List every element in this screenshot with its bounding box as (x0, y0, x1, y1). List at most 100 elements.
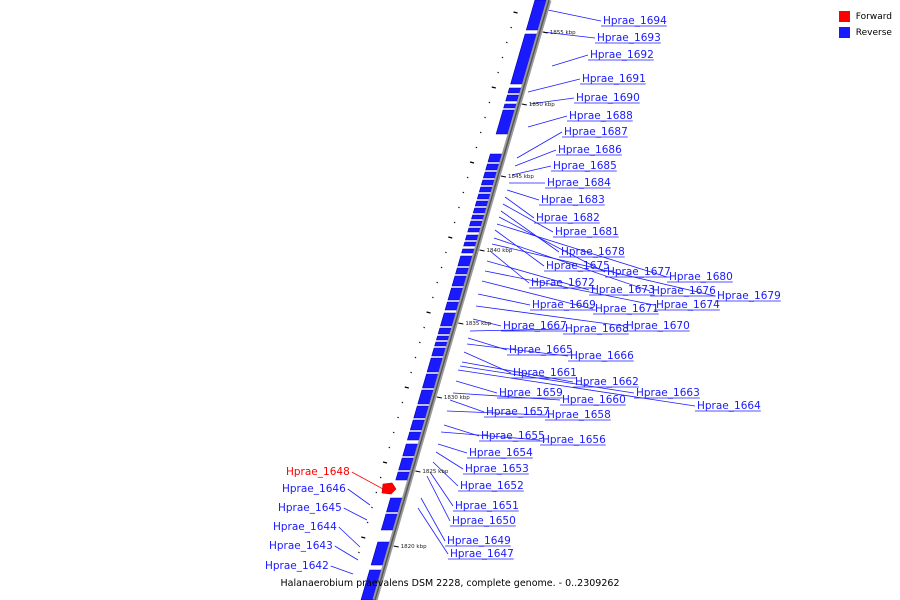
kbp-tick (415, 470, 421, 473)
gene-label-hprae-1665: Hprae_1665 (509, 344, 573, 356)
gene-label-hprae-1672: Hprae_1672 (531, 277, 595, 289)
legend-forward-swatch (838, 11, 850, 22)
leader-line (529, 97, 575, 105)
leader-line (514, 149, 557, 167)
tick-mark (448, 236, 453, 239)
gene-label-hprae-1692: Hprae_1692 (590, 49, 654, 61)
gene-label-hprae-1652: Hprae_1652 (460, 480, 524, 492)
gene-label-hprae-1648: Hprae_1648 (286, 466, 350, 478)
leader-line (466, 343, 569, 357)
leader-line (484, 270, 655, 306)
tick-mark (382, 461, 388, 464)
kbp-tick-label: 1835 kbp (465, 321, 491, 327)
tick-mark (475, 146, 478, 149)
leader-line (351, 471, 384, 490)
kbp-tick-label: 1845 kbp (508, 174, 534, 180)
leader-line (486, 260, 590, 291)
gene-label-hprae-1668: Hprae_1668 (565, 323, 629, 335)
leader-line (343, 507, 368, 521)
gene-label-hprae-1670: Hprae_1670 (626, 320, 690, 332)
leader-line (440, 431, 541, 441)
gene-label-hprae-1647: Hprae_1647 (450, 548, 514, 560)
leader-line (334, 545, 359, 561)
tick-mark (513, 11, 518, 14)
leader-line (457, 369, 696, 407)
gene-label-hprae-1685: Hprae_1685 (553, 160, 617, 172)
leader-line (502, 203, 554, 233)
gene-label-hprae-1693: Hprae_1693 (597, 32, 661, 44)
tick-mark (440, 266, 443, 269)
gene-label-hprae-1663: Hprae_1663 (636, 387, 700, 399)
gene-label-hprae-1671: Hprae_1671 (595, 303, 659, 315)
leader-line (542, 31, 596, 39)
leader-line (435, 451, 464, 470)
leader-line (429, 471, 454, 507)
tick-mark (510, 26, 513, 29)
leader-line (527, 115, 568, 128)
leader-line (481, 280, 594, 310)
kbp-tick (521, 103, 527, 106)
legend-forward-label: Forward (855, 11, 892, 22)
tick-mark (505, 41, 508, 44)
kbp-tick (479, 249, 485, 252)
leader-line (420, 497, 446, 542)
tick-mark (357, 551, 360, 554)
tick-mark (371, 506, 373, 509)
tick-mark (397, 416, 399, 419)
tick-mark (366, 521, 369, 524)
kbp-tick (542, 31, 548, 34)
tick-mark (462, 191, 465, 194)
gene-labels: Hprae_1694 Hprae_1693 Hprae_1692 Hprae_1691… (265, 15, 781, 572)
leader-line (527, 78, 581, 93)
leader-line (551, 54, 589, 67)
leader-line (494, 229, 545, 267)
leader-line (491, 243, 716, 297)
tick-mark (444, 251, 447, 254)
gene-label-hprae-1682: Hprae_1682 (536, 212, 600, 224)
leader-line (511, 165, 552, 176)
genome-caption-text: Halanaerobium praevalens DSM 2228, compl… (280, 578, 620, 589)
gene-label-hprae-1669: Hprae_1669 (532, 299, 596, 311)
gene-label-hprae-1686: Hprae_1686 (558, 144, 622, 156)
tick-mark (392, 431, 395, 434)
kbp-tick-label: 1820 kbp (401, 544, 427, 550)
leader-line (500, 210, 560, 253)
genome-caption: Halanaerobium praevalens DSM 2228, compl… (0, 578, 900, 589)
leader-line (338, 526, 361, 548)
gene-label-hprae-1649: Hprae_1649 (447, 535, 511, 547)
tick-marks (357, 11, 518, 554)
leader-line (504, 196, 535, 219)
gene-label-hprae-1660: Hprae_1660 (562, 394, 626, 406)
tick-mark (414, 356, 417, 359)
tick-mark (484, 116, 486, 119)
gene-label-hprae-1679: Hprae_1679 (717, 290, 781, 302)
tick-mark (388, 446, 391, 449)
tick-mark (469, 161, 475, 164)
gene-label-hprae-1650: Hprae_1650 (452, 515, 516, 527)
gene-label-hprae-1656: Hprae_1656 (542, 434, 606, 446)
leader-lines (330, 9, 781, 575)
tick-mark (458, 206, 460, 209)
gene-label-hprae-1681: Hprae_1681 (555, 226, 619, 238)
gene-label-hprae-1677: Hprae_1677 (607, 266, 671, 278)
tick-mark (497, 71, 500, 74)
tick-mark (491, 86, 496, 89)
gene-label-hprae-1687: Hprae_1687 (564, 126, 628, 138)
leader-line (461, 361, 574, 383)
leader-line (506, 189, 540, 201)
kbp-tick-label: 1840 kbp (487, 248, 513, 254)
gene-label-hprae-1688: Hprae_1688 (569, 110, 633, 122)
gene-label-hprae-1664: Hprae_1664 (697, 400, 761, 412)
leader-line (469, 328, 564, 332)
gene-label-hprae-1674: Hprae_1674 (656, 299, 720, 311)
tick-mark (423, 326, 426, 329)
tick-mark (426, 311, 431, 314)
leader-line (496, 223, 668, 278)
tick-mark (410, 371, 413, 374)
genome-backbone (372, 0, 552, 600)
leader-line (347, 488, 371, 506)
gene-label-hprae-1643: Hprae_1643 (269, 540, 333, 552)
legend-forward: Forward (838, 9, 892, 24)
kbp-tick (500, 175, 507, 178)
kbp-tick (458, 322, 464, 325)
